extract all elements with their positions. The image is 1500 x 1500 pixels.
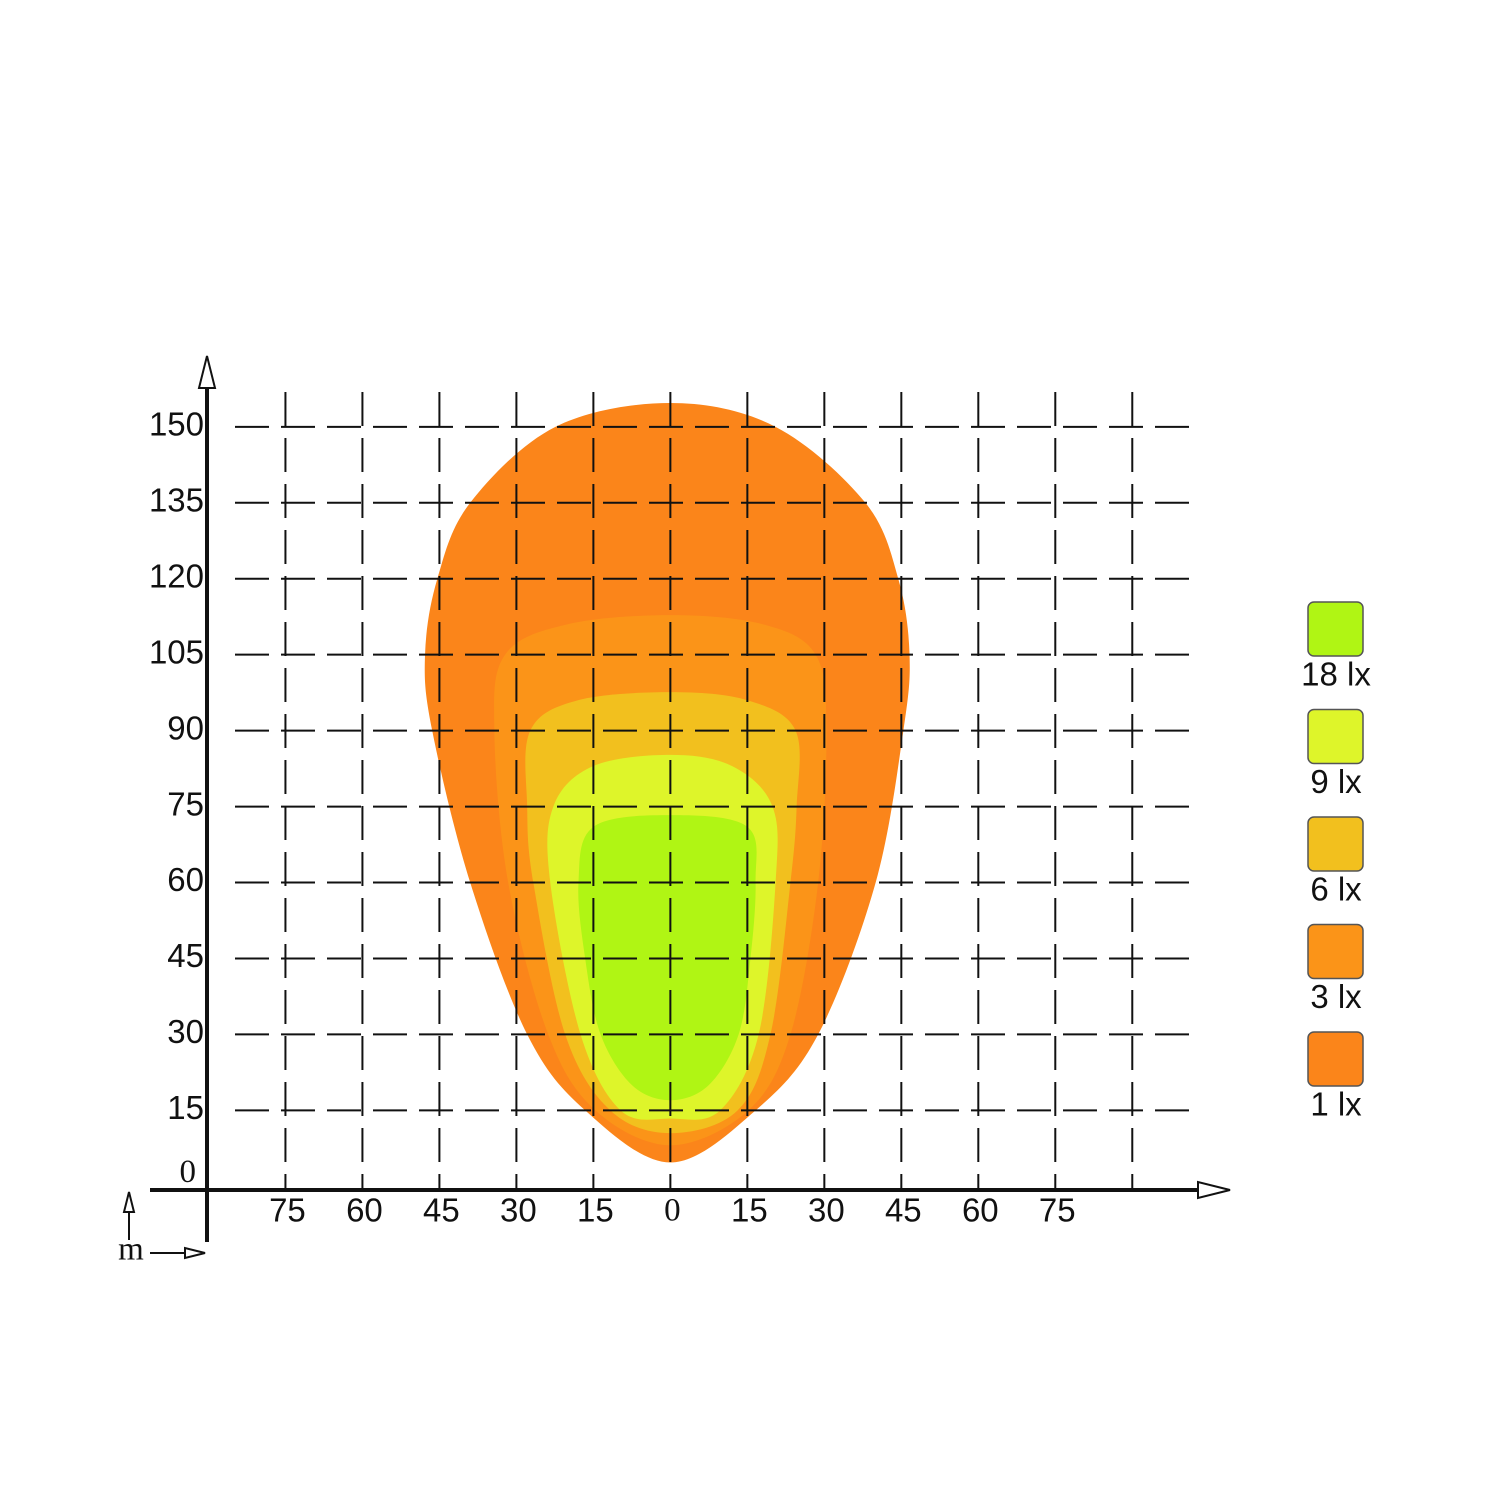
legend-swatch	[1307, 816, 1364, 872]
axes: m	[118, 355, 1231, 1268]
grid	[235, 392, 1192, 1188]
legend-label: 6 lx	[1310, 871, 1362, 908]
unit-label: m	[118, 1232, 144, 1268]
y-tick-label: 60	[167, 861, 204, 898]
legend-swatch	[1307, 923, 1364, 980]
x-tick-label: 15	[577, 1192, 614, 1229]
y-tick-label: 135	[149, 481, 204, 518]
tick-labels: 75 60 45 30 15 0 15 30 45 60 750153045607590105120…	[149, 406, 1076, 1229]
legend-label: 3 lx	[1310, 978, 1362, 1015]
y-tick-label: 150	[149, 406, 204, 443]
x-tick-label: 30	[500, 1192, 537, 1229]
x-tick-label: 45	[423, 1192, 460, 1229]
x-tick-label: 45	[885, 1192, 922, 1229]
legend-swatch	[1307, 601, 1364, 657]
legend-swatch	[1307, 708, 1364, 765]
legend: 18 lx 9 lx 6 lx 3 lx 1 lx	[1301, 601, 1371, 1123]
unit-arrow-right-head	[184, 1246, 206, 1260]
legend-label: 18 lx	[1301, 656, 1371, 693]
contours	[424, 403, 910, 1163]
y-tick-label: 15	[167, 1089, 204, 1126]
y-tick-label: 30	[167, 1013, 204, 1050]
y-tick-label: 0	[180, 1154, 197, 1190]
x-tick-label: 75	[1039, 1192, 1076, 1229]
y-tick-label: 75	[167, 785, 204, 822]
x-tick-label: 60	[962, 1192, 999, 1229]
y-tick-label: 90	[167, 709, 204, 746]
y-tick-label: 105	[149, 633, 204, 670]
x-tick-label: 0	[664, 1193, 681, 1229]
x-tick-label: 60	[346, 1192, 383, 1229]
legend-swatch	[1307, 1031, 1364, 1087]
legend-label: 1 lx	[1310, 1086, 1362, 1123]
y-axis-arrow	[197, 355, 217, 389]
x-tick-label: 30	[808, 1192, 845, 1229]
y-tick-label: 120	[149, 557, 204, 594]
x-axis-arrow	[1197, 1180, 1231, 1200]
unit-arrow-up-head	[122, 1191, 136, 1213]
x-tick-label: 75	[269, 1192, 306, 1229]
legend-label: 9 lx	[1310, 763, 1362, 800]
y-tick-label: 45	[167, 937, 204, 974]
x-tick-label: 15	[731, 1192, 768, 1229]
